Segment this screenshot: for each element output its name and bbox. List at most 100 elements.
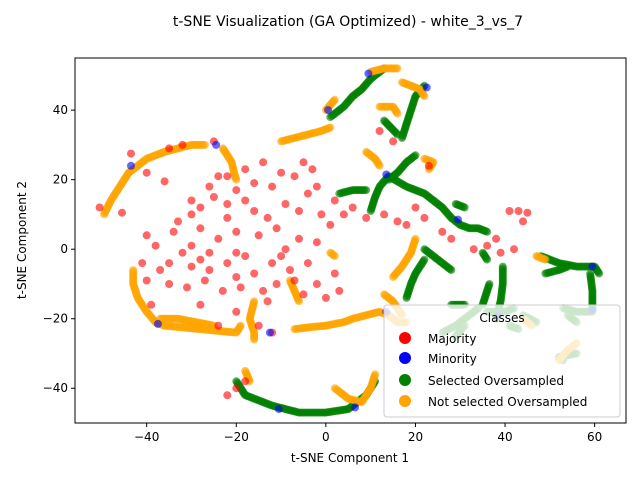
majority-point bbox=[232, 273, 241, 281]
majority-point bbox=[348, 203, 357, 212]
majority-point bbox=[196, 300, 205, 309]
majority-point bbox=[330, 269, 339, 278]
majority-point bbox=[290, 276, 299, 285]
majority-point bbox=[223, 391, 232, 400]
not-selected-oversampled-point bbox=[330, 95, 339, 104]
majority-point bbox=[510, 245, 518, 254]
minority-point bbox=[265, 328, 274, 337]
majority-point bbox=[232, 384, 241, 393]
selected-oversampled-point bbox=[362, 186, 371, 195]
majority-point bbox=[268, 259, 277, 268]
majority-point bbox=[160, 177, 169, 186]
majority-point bbox=[295, 207, 303, 215]
majority-point bbox=[519, 217, 527, 226]
legend-label-majority: Majority bbox=[428, 332, 476, 346]
majority-point bbox=[174, 217, 182, 226]
majority-point bbox=[223, 200, 232, 208]
majority-point bbox=[147, 300, 156, 309]
majority-point bbox=[438, 227, 447, 236]
not-selected-oversampled-point bbox=[541, 255, 550, 264]
minority-point bbox=[324, 106, 333, 115]
legend-marker-majority bbox=[399, 332, 411, 344]
selected-oversampled-point bbox=[402, 293, 411, 302]
majority-point bbox=[142, 168, 151, 177]
majority-point bbox=[196, 203, 205, 212]
majority-point bbox=[281, 200, 290, 208]
legend-label-not-selected: Not selected Oversampled bbox=[428, 395, 587, 409]
majority-point bbox=[156, 266, 165, 274]
majority-point bbox=[200, 276, 209, 285]
minority-point bbox=[454, 215, 462, 224]
minority-point bbox=[274, 405, 283, 414]
y-axis: −40 −20 0 20 40 bbox=[43, 103, 75, 395]
majority-point bbox=[241, 165, 250, 174]
majority-point bbox=[321, 293, 330, 302]
legend-label-minority: Minority bbox=[428, 352, 477, 366]
minority-point bbox=[127, 161, 135, 170]
majority-point bbox=[303, 189, 312, 198]
majority-point bbox=[380, 210, 389, 219]
majority-point bbox=[187, 210, 196, 219]
legend-frame bbox=[383, 304, 621, 418]
legend: Classes Majority Minority Selected Overs… bbox=[383, 304, 621, 418]
minority-point bbox=[364, 69, 373, 78]
not-selected-oversampled-point bbox=[375, 161, 384, 170]
majority-point bbox=[183, 283, 191, 292]
x-tick-label: −20 bbox=[224, 430, 249, 444]
majority-point bbox=[389, 137, 398, 146]
majority-point bbox=[411, 203, 420, 212]
selected-oversampled-point bbox=[451, 200, 460, 208]
not-selected-oversampled-point bbox=[411, 234, 420, 243]
majority-point bbox=[205, 266, 214, 274]
majority-point bbox=[393, 217, 402, 226]
legend-marker-not-selected bbox=[399, 395, 411, 407]
not-selected-oversampled-point bbox=[200, 140, 209, 149]
majority-point bbox=[290, 172, 299, 181]
majority-point bbox=[138, 259, 147, 268]
not-selected-oversampled-point bbox=[236, 321, 245, 330]
majority-point bbox=[232, 307, 241, 316]
majority-point bbox=[165, 280, 174, 288]
chart-title: t-SNE Visualization (GA Optimized) - whi… bbox=[173, 14, 523, 30]
x-tick-label: 40 bbox=[497, 430, 512, 444]
majority-point bbox=[496, 248, 505, 257]
majority-point bbox=[308, 165, 317, 174]
y-tick-label: 0 bbox=[60, 242, 68, 256]
majority-point bbox=[232, 248, 241, 257]
majority-point bbox=[263, 297, 272, 306]
minority-point bbox=[422, 83, 431, 92]
y-tick-label: −20 bbox=[43, 312, 68, 326]
majority-point bbox=[492, 234, 501, 243]
y-tick-label: 40 bbox=[53, 103, 68, 117]
not-selected-oversampled-point bbox=[295, 297, 303, 306]
majority-point bbox=[187, 196, 196, 205]
majority-point bbox=[286, 266, 294, 274]
majority-point bbox=[223, 172, 232, 181]
majority-point bbox=[330, 196, 339, 205]
not-selected-oversampled-point bbox=[330, 252, 339, 261]
majority-point bbox=[299, 290, 308, 299]
selected-oversampled-point bbox=[485, 280, 494, 288]
majority-point bbox=[232, 227, 241, 236]
majority-point bbox=[142, 276, 151, 285]
y-tick-label: −40 bbox=[43, 381, 68, 395]
majority-point bbox=[232, 186, 241, 195]
majority-point bbox=[151, 241, 160, 250]
majority-point bbox=[277, 252, 286, 261]
not-selected-oversampled-point bbox=[250, 335, 259, 344]
plot-area-frame bbox=[74, 57, 627, 424]
legend-marker-minority bbox=[399, 352, 411, 364]
majority-point bbox=[214, 321, 223, 330]
selected-oversampled-point bbox=[483, 255, 492, 264]
majority-point bbox=[223, 213, 232, 222]
minority-point bbox=[212, 140, 221, 149]
not-selected-oversampled-point bbox=[326, 123, 335, 132]
majority-point bbox=[214, 172, 223, 181]
majority-point bbox=[142, 231, 151, 240]
majority-point bbox=[447, 234, 456, 243]
majority-point bbox=[424, 161, 433, 170]
not-selected-oversampled-point bbox=[393, 64, 402, 73]
majority-point bbox=[187, 262, 196, 271]
majority-point bbox=[205, 182, 214, 191]
